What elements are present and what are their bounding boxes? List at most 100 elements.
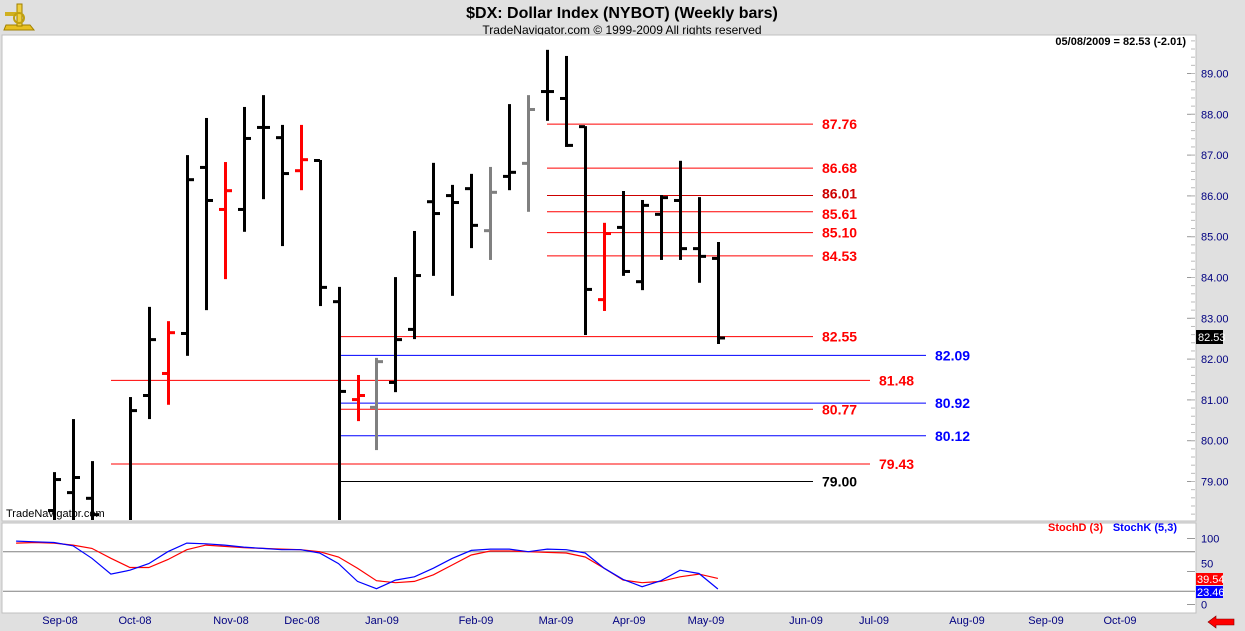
bar-open-tick xyxy=(617,225,623,229)
ohlc-bar xyxy=(655,195,668,260)
bar-open-tick xyxy=(446,194,452,198)
bar-close-tick xyxy=(169,331,175,335)
ohlc-bar xyxy=(446,184,459,296)
bar-close-tick xyxy=(55,478,61,482)
price-tick-label: 85.00 xyxy=(1201,232,1229,244)
ohlc-bar xyxy=(129,397,137,520)
bar-range xyxy=(319,159,322,307)
bar-open-tick xyxy=(598,298,604,302)
bar-close-tick xyxy=(283,172,289,176)
month-label: Feb-09 xyxy=(459,615,494,627)
bar-close-tick xyxy=(472,223,478,227)
stoch-tick-label: 0 xyxy=(1201,600,1207,612)
bar-range xyxy=(432,162,435,276)
bar-close-tick xyxy=(302,158,308,162)
price-tick-label: 79.00 xyxy=(1201,477,1229,489)
bar-range xyxy=(679,160,682,260)
bar-open-tick xyxy=(67,491,73,495)
month-label: Oct-09 xyxy=(1103,615,1136,627)
bar-range xyxy=(660,195,663,260)
bar-close-tick xyxy=(74,476,80,480)
bar-range xyxy=(338,286,341,520)
month-label: Jun-09 xyxy=(789,615,823,627)
bar-range xyxy=(622,191,625,276)
bar-open-tick xyxy=(333,300,339,304)
bar-open-tick xyxy=(352,398,358,402)
bar-open-tick xyxy=(465,187,471,191)
level-label: 84.53 xyxy=(822,248,857,264)
bar-range xyxy=(394,277,397,393)
ohlc-bar xyxy=(276,124,289,247)
ohlc-bar xyxy=(598,222,611,311)
bar-open-tick xyxy=(522,161,528,165)
ohlc-bar xyxy=(86,461,99,520)
level-label: 79.00 xyxy=(822,474,857,490)
level-label: 86.01 xyxy=(822,185,857,201)
price-tick-label: 87.00 xyxy=(1201,150,1229,162)
bar-open-tick xyxy=(143,394,149,398)
left-arrow-icon[interactable] xyxy=(1207,615,1235,629)
price-tick-label: 83.00 xyxy=(1201,313,1229,325)
bar-close-tick xyxy=(340,389,346,393)
price-axis: 89.00 88.00 87.00 86.00 85.00 84.00 83.00 82.00… xyxy=(1187,40,1229,515)
price-tick-label: 88.00 xyxy=(1201,109,1229,121)
month-label: Jan-09 xyxy=(365,615,399,627)
price-tick-label: 86.00 xyxy=(1201,191,1229,203)
ohlc-bar xyxy=(617,191,630,276)
legend-stochd: StochD (3) xyxy=(1048,522,1103,534)
bar-close-tick xyxy=(434,212,440,216)
bar-close-tick xyxy=(643,203,649,207)
bar-close-tick xyxy=(529,107,535,111)
bar-range xyxy=(300,124,303,191)
bar-close-tick xyxy=(321,285,327,289)
ohlc-bar xyxy=(503,104,516,191)
bar-close-tick xyxy=(245,136,251,140)
copyright: TradeNavigator.com © 1999-2009 All right… xyxy=(482,23,761,37)
ohlc-bar xyxy=(693,197,706,283)
current-price-label: 82.53 xyxy=(1198,332,1226,344)
ohlc-bar xyxy=(370,357,383,451)
bar-range xyxy=(91,461,94,520)
bar-range xyxy=(451,184,454,296)
ohlc-bar xyxy=(162,321,175,405)
ohlc-bar xyxy=(712,242,725,345)
stochd-value-box: 39.54 xyxy=(1196,573,1225,586)
bar-open-tick xyxy=(314,158,320,162)
ohlc-bar xyxy=(181,155,194,356)
bar-close-tick xyxy=(719,336,725,340)
bar-range xyxy=(508,104,511,191)
bar-close-tick xyxy=(359,394,365,398)
bar-close-tick xyxy=(150,338,156,342)
level-label: 79.43 xyxy=(879,456,914,472)
bar-open-tick xyxy=(579,125,585,129)
bar-close-tick xyxy=(226,189,232,193)
bar-range xyxy=(584,126,587,336)
ohlc-bar xyxy=(314,158,327,307)
level-label: 87.76 xyxy=(822,116,857,132)
bar-close-tick xyxy=(207,198,213,202)
price-tick-label: 80.00 xyxy=(1201,436,1229,448)
bar-open-tick xyxy=(162,371,168,375)
bar-range xyxy=(698,197,701,283)
ohlc-bar xyxy=(48,472,61,520)
price-tick-label: 82.00 xyxy=(1201,354,1229,366)
ohlc-bar xyxy=(427,162,440,276)
bar-open-tick xyxy=(370,405,376,409)
level-label: 80.92 xyxy=(935,395,970,411)
bar-range xyxy=(243,106,246,232)
bar-open-tick xyxy=(389,380,395,384)
ohlc-bar xyxy=(636,199,649,291)
bar-range xyxy=(489,166,492,260)
bar-open-tick xyxy=(219,207,225,211)
level-label: 85.10 xyxy=(822,225,857,241)
stoch-tick-label: 100 xyxy=(1201,534,1219,546)
bar-open-tick xyxy=(86,496,92,500)
ohlc-bar xyxy=(484,166,497,260)
month-label: Aug-09 xyxy=(949,615,984,627)
price-tick-label: 84.00 xyxy=(1201,273,1229,285)
bar-open-tick xyxy=(276,136,282,140)
level-label: 82.09 xyxy=(935,347,970,363)
bar-range xyxy=(262,95,265,200)
bar-close-tick xyxy=(586,287,592,291)
bar-range xyxy=(375,357,378,451)
